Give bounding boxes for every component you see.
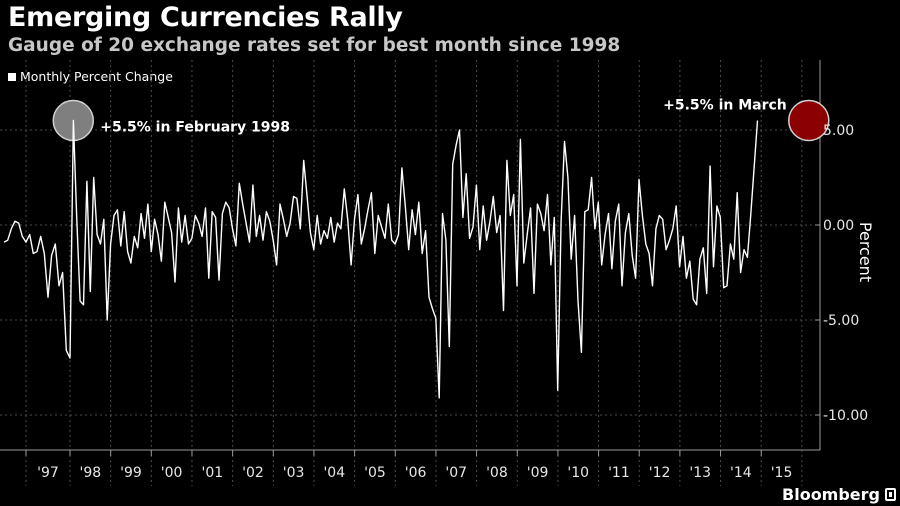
legend-swatch xyxy=(8,72,16,81)
y-tick-label-3: -10.00 xyxy=(823,408,868,424)
x-tick-label-15: '12 xyxy=(649,465,671,481)
y-tick-label-2: -5.00 xyxy=(823,313,859,329)
legend-label: Monthly Percent Change xyxy=(20,69,173,84)
brand-name: Bloomberg xyxy=(782,485,880,504)
annotation-label-feb-1998: +5.5% in February 1998 xyxy=(100,120,290,136)
x-tick-label-17: '14 xyxy=(730,465,752,481)
x-tick-label-10: '07 xyxy=(445,465,467,481)
x-tick-label-18: '15 xyxy=(771,465,793,481)
x-tick-label-14: '11 xyxy=(608,465,630,481)
bloomberg-logo: Bloomberg xyxy=(782,485,896,504)
annotation-label-march: +5.5% in March xyxy=(663,98,787,114)
chart-subtitle: Gauge of 20 exchange rates set for best … xyxy=(8,35,621,56)
tick-labels: 5.00 0.00 -5.00 -10.00 '97 '98 '99 '00 '01 '02 '03… xyxy=(37,123,868,481)
series-layer xyxy=(3,119,759,399)
x-tick-label-1: '98 xyxy=(79,465,101,481)
legend: Monthly Percent Change xyxy=(8,69,173,84)
x-tick-label-5: '02 xyxy=(242,465,264,481)
x-tick-label-3: '00 xyxy=(161,465,183,481)
x-tick-label-9: '06 xyxy=(405,465,427,481)
x-tick-label-13: '10 xyxy=(567,465,589,481)
annotation-marker-1 xyxy=(788,99,830,142)
x-tick-label-12: '09 xyxy=(527,465,549,481)
terminal-icon xyxy=(885,488,896,501)
y-tick-label-1: 0.00 xyxy=(823,218,854,234)
x-tick-label-11: '08 xyxy=(486,465,508,481)
x-tick-label-0: '97 xyxy=(37,465,59,481)
x-tick-label-2: '99 xyxy=(120,465,142,481)
x-tick-label-4: '01 xyxy=(201,465,223,481)
chart-title: Emerging Currencies Rally xyxy=(8,2,403,33)
x-tick-label-6: '03 xyxy=(283,465,305,481)
x-tick-label-8: '05 xyxy=(364,465,386,481)
series-line-monthly-change xyxy=(3,119,759,399)
y-tick-label-0: 5.00 xyxy=(823,123,854,139)
x-tick-label-7: '04 xyxy=(323,465,345,481)
x-tick-label-16: '13 xyxy=(689,465,711,481)
annotation-labels: +5.5% in February 1998 +5.5% in March xyxy=(100,98,787,136)
y-axis-label: Percent xyxy=(856,221,875,283)
